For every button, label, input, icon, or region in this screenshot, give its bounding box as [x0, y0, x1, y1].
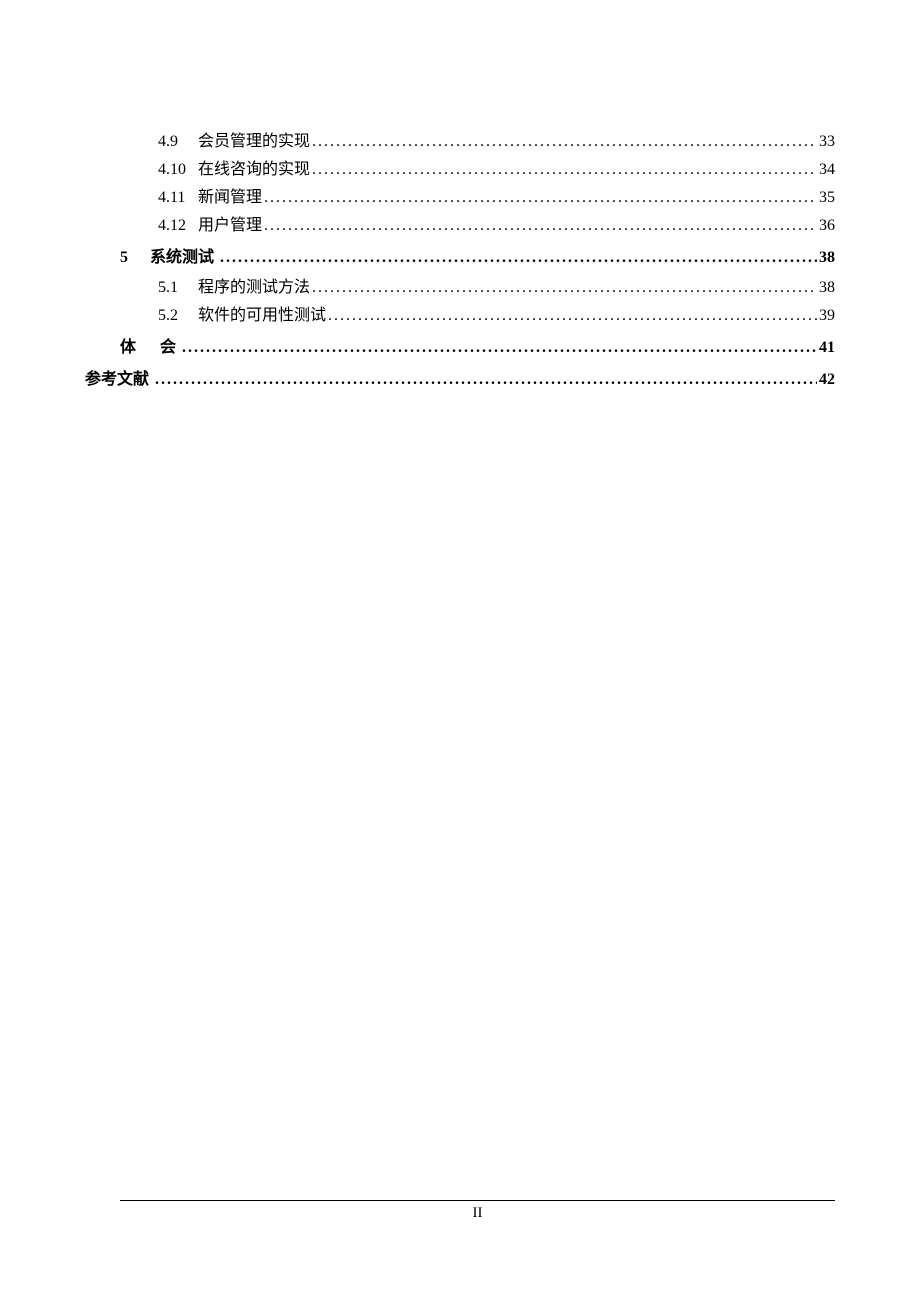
toc-title: 新闻管理 [198, 186, 262, 210]
footer-page-number: II [120, 1205, 835, 1222]
toc-number: 4.12 [158, 214, 198, 238]
footer-divider [120, 1200, 835, 1201]
toc-entry-chapter-5: 5 系统测试 .................................… [120, 246, 835, 270]
toc-number: 5.2 [158, 304, 198, 328]
toc-entry-references: 参考文献 ...................................… [85, 368, 835, 392]
toc-page: 34 [819, 158, 835, 182]
toc-page: 33 [819, 130, 835, 154]
toc-page: 35 [819, 186, 835, 210]
toc-spacer [149, 368, 153, 392]
toc-title: 会员管理的实现 [198, 130, 310, 154]
toc-title-a: 体 [120, 336, 136, 360]
toc-spacer [214, 246, 218, 270]
toc-dots: ........................................… [182, 336, 817, 360]
toc-content: 4.9 会员管理的实现 ............................… [0, 0, 920, 392]
toc-entry-4-10: 4.10 在线咨询的实现 ...........................… [120, 158, 835, 182]
toc-title: 程序的测试方法 [198, 276, 310, 300]
toc-page: 36 [819, 214, 835, 238]
toc-title: 在线咨询的实现 [198, 158, 310, 182]
toc-title: 软件的可用性测试 [198, 304, 326, 328]
toc-dots: ........................................… [312, 130, 817, 154]
toc-spacer [176, 336, 180, 360]
toc-entry-4-12: 4.12 用户管理 ..............................… [120, 214, 835, 238]
toc-chapter-number: 5 [120, 246, 144, 270]
toc-number: 4.10 [158, 158, 198, 182]
toc-dots: ........................................… [312, 158, 817, 182]
toc-dots: ........................................… [264, 186, 817, 210]
toc-entry-4-11: 4.11 新闻管理 ..............................… [120, 186, 835, 210]
page-footer: II [120, 1200, 835, 1222]
toc-dots: ........................................… [264, 214, 817, 238]
toc-page: 42 [819, 368, 835, 392]
toc-title-spacer [136, 336, 160, 360]
toc-dots: ........................................… [328, 304, 817, 328]
toc-title: 参考文献 [85, 368, 149, 392]
toc-title: 用户管理 [198, 214, 262, 238]
toc-number: 4.11 [158, 186, 198, 210]
toc-page: 39 [819, 304, 835, 328]
toc-title-b: 会 [160, 336, 176, 360]
toc-page: 41 [819, 336, 835, 360]
toc-number: 4.9 [158, 130, 198, 154]
toc-dots: ........................................… [312, 276, 817, 300]
toc-entry-5-2: 5.2 软件的可用性测试 ...........................… [120, 304, 835, 328]
toc-entry-4-9: 4.9 会员管理的实现 ............................… [120, 130, 835, 154]
toc-entry-5-1: 5.1 程序的测试方法 ............................… [120, 276, 835, 300]
toc-page: 38 [819, 276, 835, 300]
toc-page: 38 [819, 246, 835, 270]
toc-title: 系统测试 [150, 246, 214, 270]
toc-entry-experience: 体 会 ....................................… [120, 336, 835, 360]
toc-dots: ........................................… [155, 368, 817, 392]
toc-number: 5.1 [158, 276, 198, 300]
toc-dots: ........................................… [220, 246, 817, 270]
